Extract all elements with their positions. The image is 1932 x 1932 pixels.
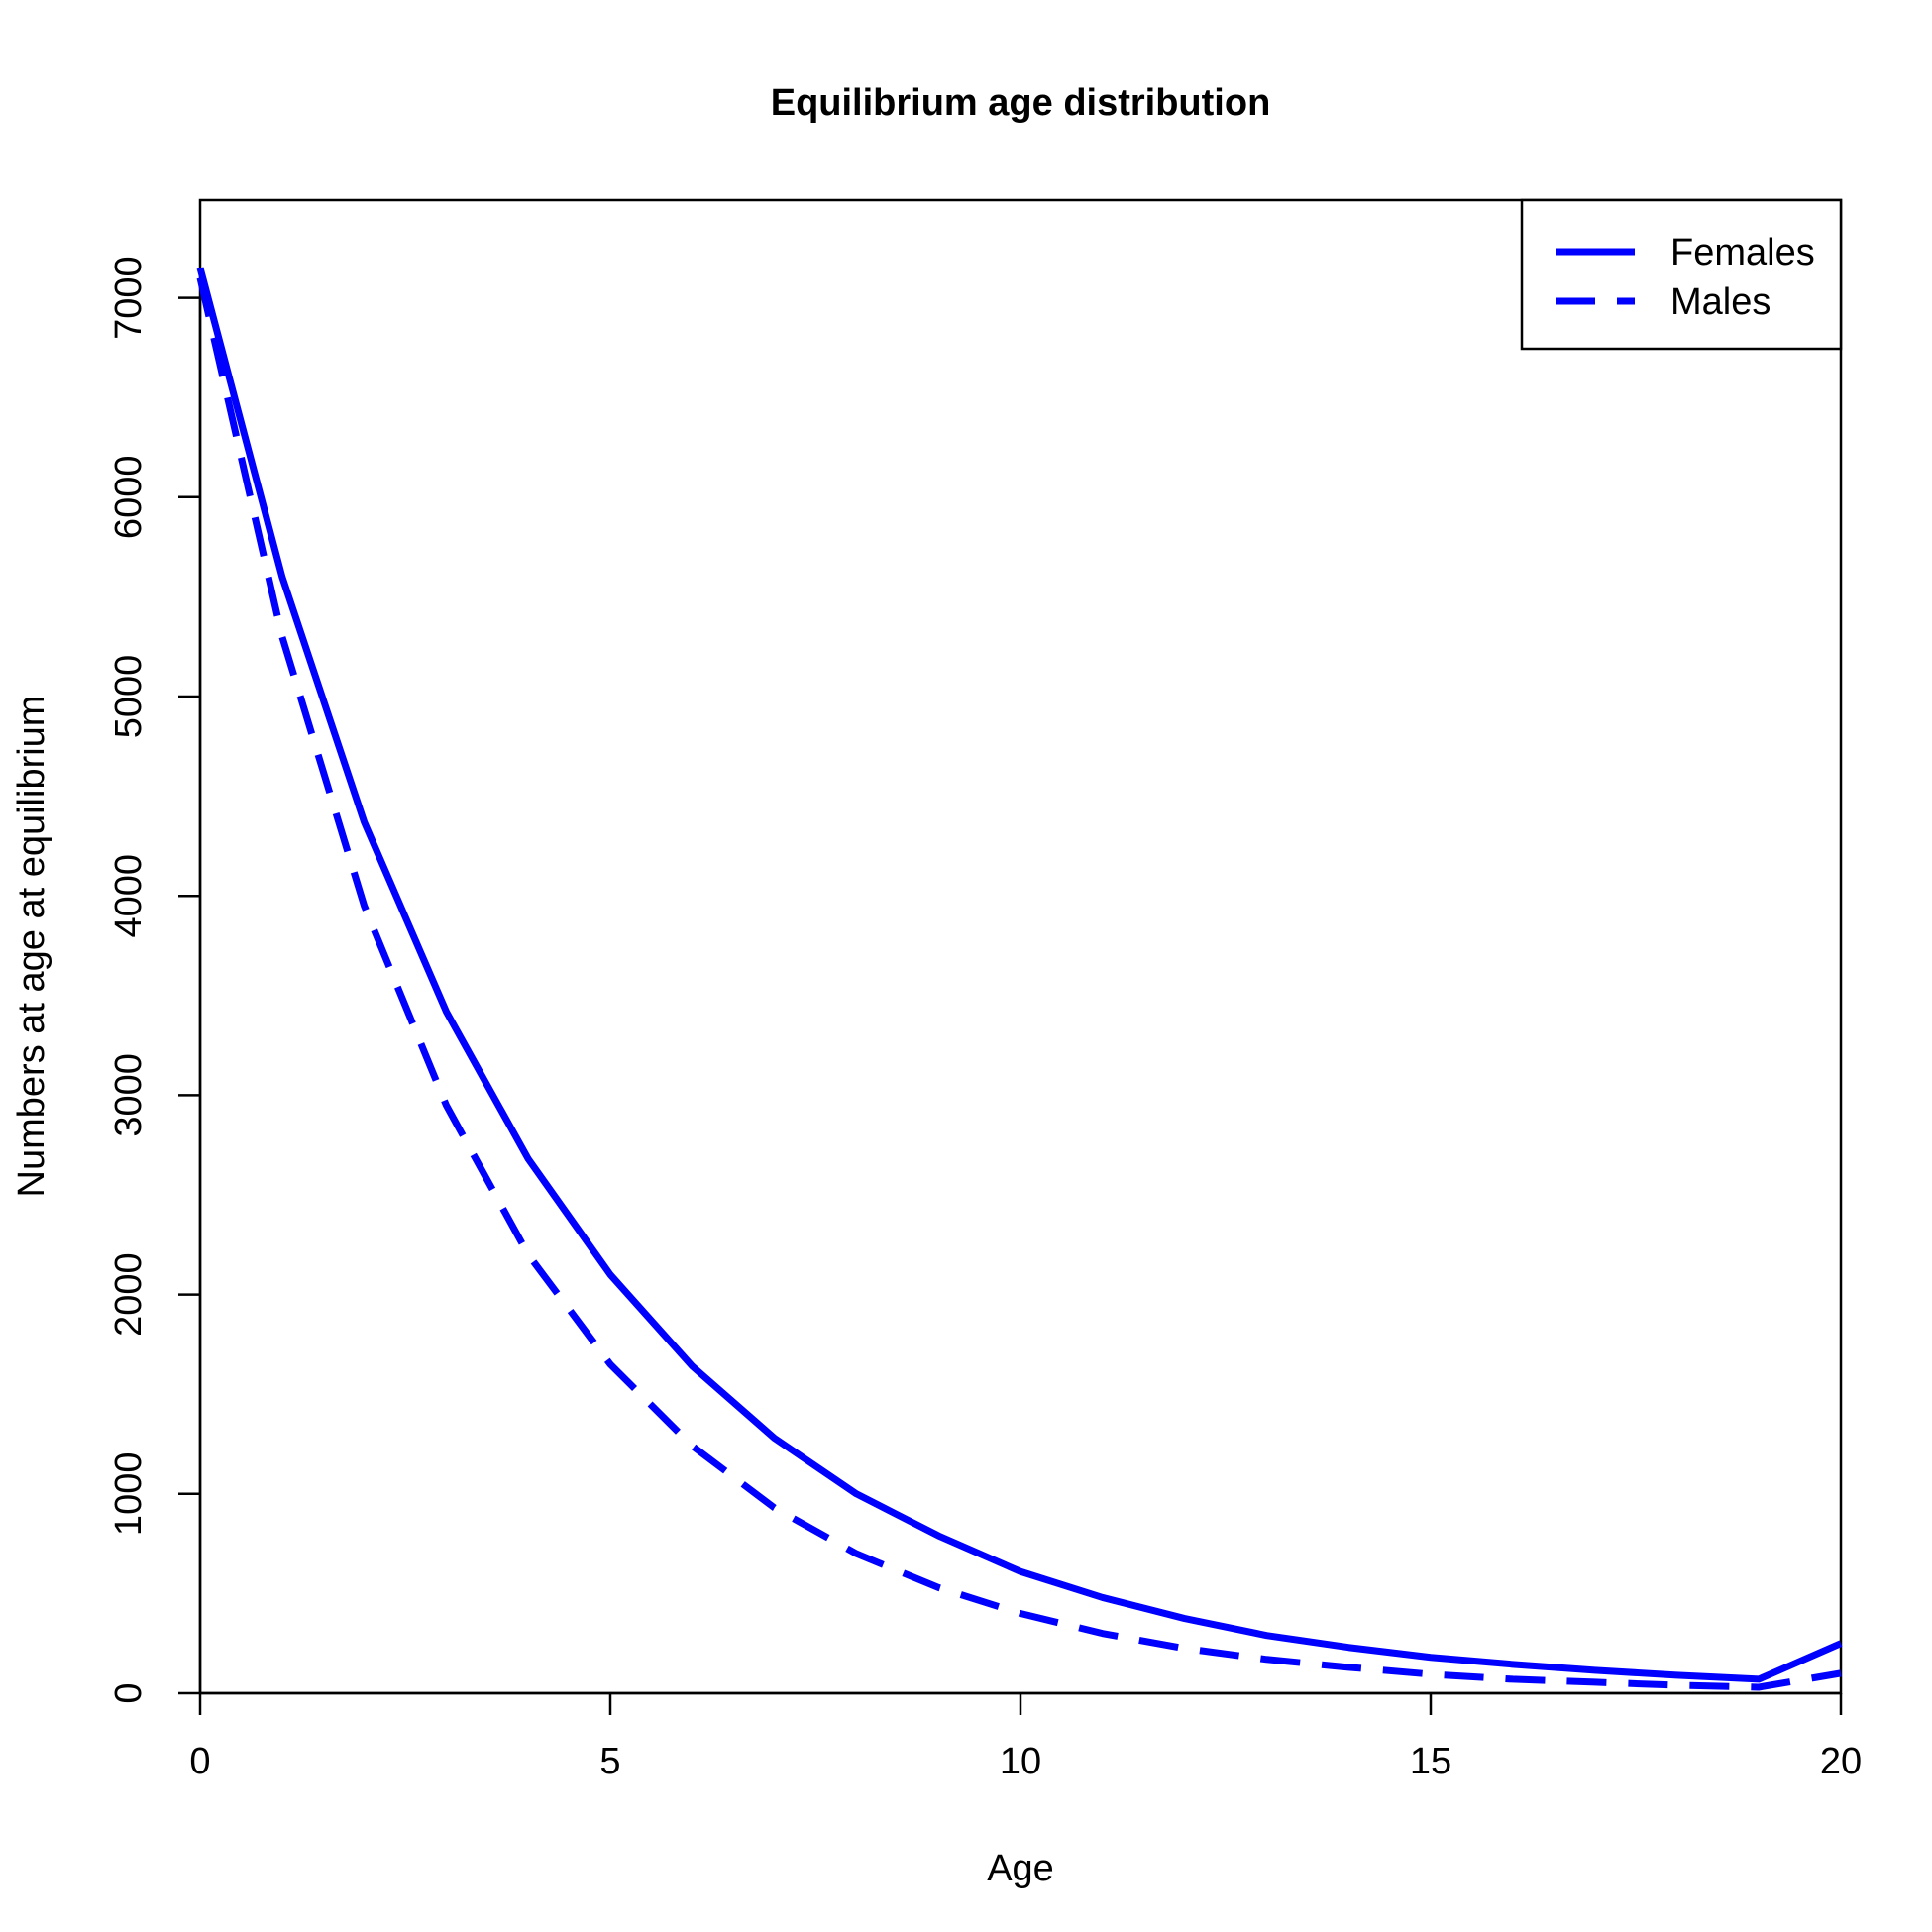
plot-frame (198, 198, 1843, 1695)
legend: Females Males (1520, 198, 1843, 351)
y-axis: 0 1000 2000 3000 4000 5000 6000 7000 (108, 256, 202, 1704)
y-tick-label: 3000 (108, 1053, 150, 1137)
series-layer (196, 267, 1843, 1691)
x-tick-label: 0 (189, 1741, 210, 1782)
series-line-females (196, 267, 1843, 1683)
x-tick-label: 20 (1820, 1741, 1862, 1782)
series-line-males (196, 276, 1842, 1691)
legend-box (1520, 198, 1843, 351)
x-axis-label: Age (987, 1848, 1054, 1889)
y-tick-label: 7000 (108, 256, 150, 340)
y-tick-label: 0 (108, 1682, 150, 1703)
legend-label-males: Males (1670, 281, 1771, 323)
x-tick-label: 10 (1000, 1741, 1041, 1782)
y-tick-label: 4000 (108, 854, 150, 938)
x-tick-label: 5 (599, 1741, 620, 1782)
y-tick-label: 2000 (108, 1252, 150, 1337)
legend-label-females: Females (1670, 232, 1815, 273)
x-axis: 0 5 10 15 20 (189, 1691, 1862, 1782)
y-tick-label: 5000 (108, 655, 150, 739)
y-axis-label: Numbers at age at equilibrium (11, 696, 53, 1198)
chart-title: Equilibrium age distribution (771, 82, 1271, 124)
y-tick-label: 1000 (108, 1452, 150, 1537)
x-tick-label: 15 (1410, 1741, 1451, 1782)
y-tick-label: 6000 (108, 456, 150, 540)
